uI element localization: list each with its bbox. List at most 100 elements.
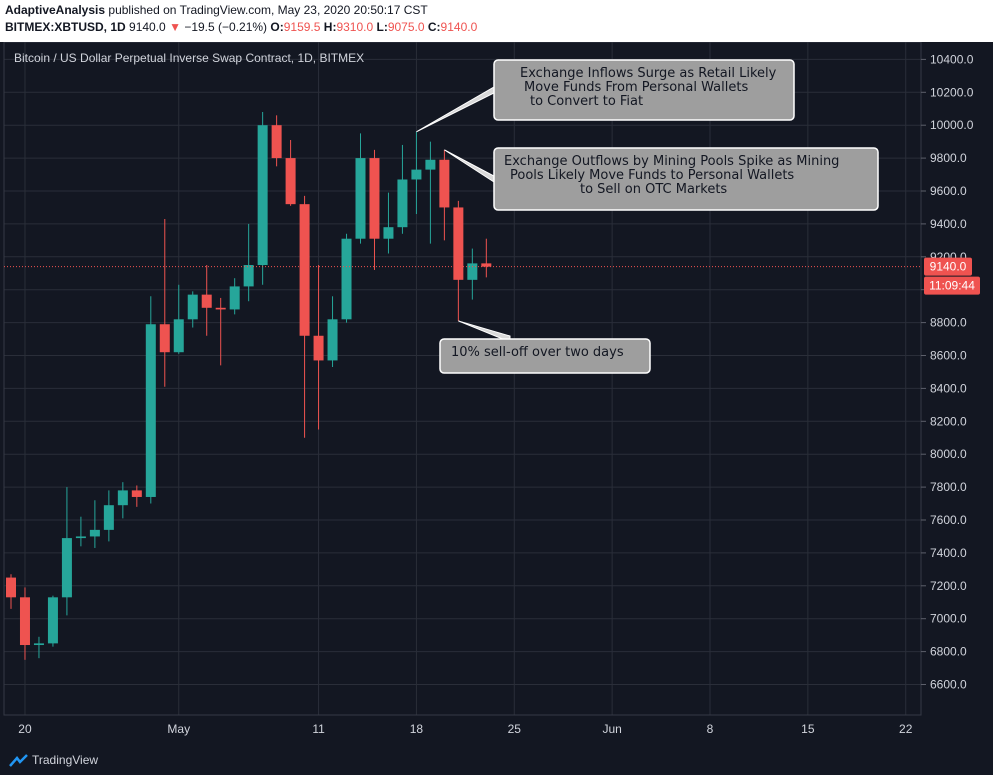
candle-body bbox=[467, 263, 478, 280]
candle-body bbox=[425, 159, 436, 170]
candle bbox=[285, 140, 296, 206]
candle-body bbox=[33, 643, 44, 646]
countdown-label: 11:09:44 bbox=[929, 279, 975, 293]
y-tick-label: 9600.0 bbox=[930, 184, 967, 198]
candle-body bbox=[397, 179, 408, 228]
last-price: 9140.0 bbox=[129, 20, 166, 34]
candle-body bbox=[19, 597, 30, 646]
symbol-line: BITMEX:XBTUSD, 1D 9140.0 ▼ −19.5 (−0.21%… bbox=[5, 20, 477, 34]
callout-text: to Sell on OTC Markets bbox=[580, 182, 727, 197]
price-axis[interactable]: 6600.0 6800.0 7000.0 7200.0 7400.0 7600.0 7800… bbox=[921, 52, 974, 692]
close-value: 9140.0 bbox=[440, 20, 478, 34]
publish-header: AdaptiveAnalysis published on TradingVie… bbox=[0, 0, 993, 42]
y-tick-label: 7800.0 bbox=[930, 480, 967, 494]
tradingview-logo[interactable]: TradingView bbox=[6, 753, 98, 768]
candle-body bbox=[327, 319, 338, 361]
candle bbox=[117, 482, 128, 519]
candle bbox=[173, 284, 184, 354]
y-tick-label: 8800.0 bbox=[930, 316, 967, 330]
candle bbox=[299, 195, 310, 438]
candle bbox=[89, 500, 100, 548]
candle bbox=[187, 291, 198, 328]
annotation-callout: 10% sell-off over two days bbox=[439, 320, 651, 374]
candle bbox=[229, 278, 240, 315]
callout-box bbox=[493, 147, 879, 211]
candle bbox=[61, 487, 72, 616]
grid-lines bbox=[4, 42, 921, 715]
candle-body bbox=[299, 204, 310, 336]
candle bbox=[19, 587, 30, 660]
y-tick-label: 6600.0 bbox=[930, 678, 967, 692]
callout-text: to Convert to Fiat bbox=[530, 94, 643, 109]
candle-body bbox=[243, 265, 254, 287]
y-tick-label: 7600.0 bbox=[930, 513, 967, 527]
candle-body bbox=[75, 536, 86, 539]
annotation-callout: Exchange Outflows by Mining Pools Spike … bbox=[444, 147, 879, 211]
y-tick-label: 7000.0 bbox=[930, 612, 967, 626]
candle-body bbox=[257, 125, 268, 266]
candle-body bbox=[215, 307, 226, 310]
x-tick-label: 22 bbox=[899, 722, 913, 736]
x-tick-label: 20 bbox=[18, 722, 32, 736]
high-value: 9310.0 bbox=[336, 20, 374, 34]
candle-body bbox=[229, 286, 240, 310]
candle bbox=[355, 133, 366, 244]
candle bbox=[257, 112, 268, 285]
candle-body bbox=[145, 324, 156, 497]
candle bbox=[453, 200, 464, 321]
candle-body bbox=[369, 158, 380, 239]
candle-body bbox=[173, 319, 184, 353]
x-tick-label: 8 bbox=[707, 722, 714, 736]
candle-body bbox=[341, 238, 352, 320]
x-tick-label: 15 bbox=[801, 722, 815, 736]
callout-text: Exchange Inflows Surge as Retail Likely bbox=[520, 66, 777, 81]
candle-body bbox=[201, 294, 212, 308]
callout-box bbox=[439, 338, 651, 374]
y-tick-label: 8400.0 bbox=[930, 381, 967, 395]
price-chart[interactable]: Bitcoin / US Dollar Perpetual Inverse Sw… bbox=[0, 42, 993, 747]
candle bbox=[131, 485, 142, 507]
candle-body bbox=[439, 159, 450, 208]
candle-body bbox=[117, 490, 128, 506]
callout-text: 10% sell-off over two days bbox=[451, 345, 624, 360]
x-tick-label: 18 bbox=[410, 722, 424, 736]
candle-body bbox=[481, 263, 492, 267]
candle bbox=[75, 516, 86, 547]
candle bbox=[243, 223, 254, 302]
last-price-label: 9140.0 bbox=[930, 260, 967, 274]
publish-line: AdaptiveAnalysis published on TradingVie… bbox=[5, 3, 428, 17]
candle-body bbox=[47, 597, 58, 644]
publish-info: published on TradingView.com, May 23, 20… bbox=[108, 3, 428, 17]
candle bbox=[369, 149, 380, 270]
candle bbox=[467, 248, 478, 300]
countdown-tag bbox=[924, 276, 980, 295]
y-tick-label: 10000.0 bbox=[930, 118, 974, 132]
candle bbox=[33, 636, 44, 659]
candle bbox=[159, 218, 170, 387]
candle bbox=[425, 141, 436, 244]
candle bbox=[397, 144, 408, 234]
last-price-tag bbox=[924, 257, 972, 276]
candle-body bbox=[411, 169, 422, 180]
open-value: 9159.5 bbox=[283, 20, 321, 34]
candle-body bbox=[103, 505, 114, 530]
candle bbox=[327, 296, 338, 368]
y-tick-label: 8000.0 bbox=[930, 447, 967, 461]
plot-frame bbox=[3, 42, 922, 716]
callout-text: Pools Likely Move Funds to Personal Wall… bbox=[510, 168, 794, 183]
x-tick-label: 25 bbox=[508, 722, 522, 736]
candle bbox=[313, 265, 324, 430]
candle bbox=[6, 574, 16, 609]
callout-pointer bbox=[444, 149, 495, 183]
candle bbox=[271, 115, 282, 167]
candle bbox=[145, 296, 156, 504]
x-tick-label: Jun bbox=[602, 722, 621, 736]
annotations: Exchange Inflows Surge as Retail LikelyM… bbox=[416, 59, 879, 374]
candle bbox=[481, 238, 492, 278]
x-tick-label: 11 bbox=[312, 722, 325, 736]
time-axis[interactable]: 20 May 11 18 25 Jun 8 15 22 bbox=[18, 722, 912, 736]
author-name[interactable]: AdaptiveAnalysis bbox=[5, 3, 106, 17]
candle-body bbox=[383, 227, 394, 239]
candle-body bbox=[6, 577, 16, 598]
candle-body bbox=[313, 335, 324, 361]
